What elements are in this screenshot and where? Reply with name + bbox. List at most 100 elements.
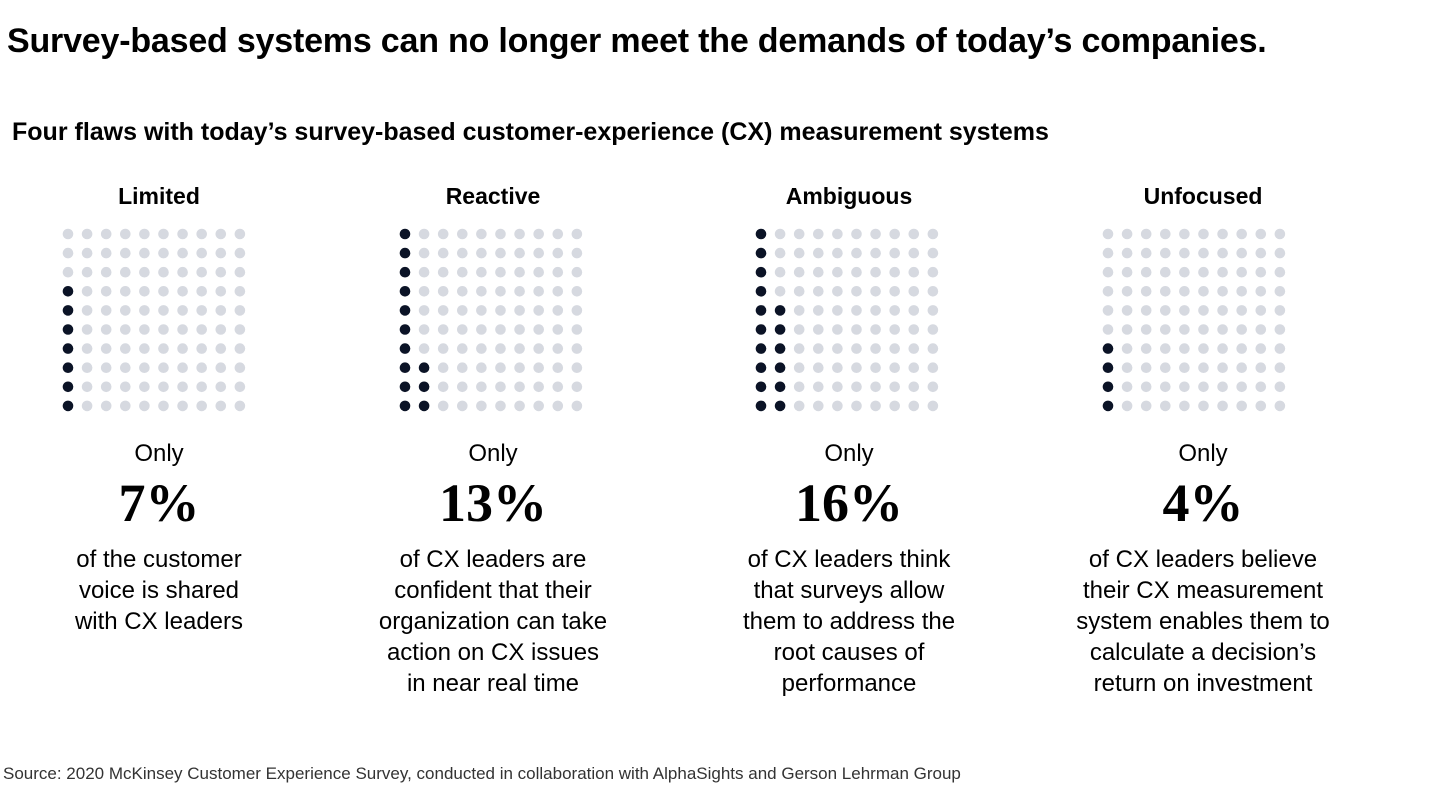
waffle-dot-empty — [552, 324, 564, 335]
waffle-dot-empty — [552, 362, 564, 373]
waffle-dot-empty — [927, 400, 939, 412]
waffle-dot-empty — [851, 343, 862, 354]
waffle-dot-empty — [514, 362, 525, 373]
waffle-dot-empty — [870, 305, 881, 316]
waffle-dot-empty — [495, 228, 506, 240]
waffle-dot-empty — [908, 324, 920, 335]
waffle-dot-filled — [62, 285, 74, 297]
waffle-dot-empty — [1274, 305, 1286, 316]
description-line: root causes of — [773, 639, 925, 666]
waffle-dot-filled — [774, 324, 786, 335]
waffle-dot-empty — [177, 285, 188, 297]
waffle-dot-empty — [1217, 381, 1228, 393]
waffle-dot-filled — [62, 343, 74, 354]
waffle-grid — [1102, 228, 1289, 412]
panel-heading: Limited — [118, 183, 200, 209]
waffle-dot-empty — [774, 266, 786, 278]
waffle-dot-filled — [755, 381, 767, 393]
waffle-dot-empty — [119, 247, 131, 259]
waffle-dot-empty — [851, 266, 862, 278]
waffle-dot-empty — [812, 247, 824, 259]
waffle-dot-empty — [1179, 362, 1190, 373]
panel-heading: Ambiguous — [785, 183, 913, 209]
waffle-dot-empty — [234, 285, 246, 297]
waffle-dot-empty — [476, 228, 487, 240]
waffle-dot-empty — [889, 324, 900, 335]
waffle-dot-empty — [119, 343, 131, 354]
waffle-dot-empty — [870, 381, 881, 393]
description-line: performance — [781, 670, 917, 697]
waffle-dot-empty — [812, 324, 824, 335]
waffle-dot-empty — [1255, 305, 1267, 316]
waffle-dot-filled — [755, 285, 767, 297]
waffle-dot-empty — [1236, 305, 1247, 316]
waffle-dot-empty — [158, 285, 169, 297]
waffle-dot-empty — [177, 266, 188, 278]
description-line: their CX measurement — [1082, 577, 1324, 604]
waffle-svg — [1102, 228, 1286, 412]
waffle-dot-filled — [418, 362, 430, 373]
waffle-dot-empty — [177, 400, 188, 412]
waffle-dot-empty — [1217, 247, 1228, 259]
waffle-dot-empty — [177, 228, 188, 240]
waffle-dot-empty — [476, 381, 487, 393]
waffle-dot-empty — [437, 266, 449, 278]
waffle-dot-empty — [1140, 228, 1152, 240]
waffle-dot-filled — [774, 381, 786, 393]
waffle-dot-filled — [62, 305, 74, 316]
waffle-dot-empty — [158, 305, 169, 316]
waffle-dot-empty — [870, 362, 881, 373]
waffle-dot-empty — [100, 400, 112, 412]
waffle-dot-empty — [139, 285, 150, 297]
waffle-dot-empty — [571, 324, 583, 335]
waffle-dot-empty — [552, 305, 564, 316]
waffle-dot-empty — [1255, 381, 1267, 393]
description-line: voice is shared — [78, 577, 240, 604]
waffle-dot-empty — [1179, 381, 1190, 393]
waffle-dot-empty — [851, 324, 862, 335]
waffle-dot-empty — [1159, 381, 1171, 393]
waffle-dot-empty — [927, 362, 939, 373]
waffle-dot-empty — [1121, 305, 1133, 316]
waffle-dot-filled — [1102, 362, 1114, 373]
waffle-dot-empty — [1274, 247, 1286, 259]
waffle-dot-empty — [832, 324, 843, 335]
waffle-dot-empty — [119, 285, 131, 297]
waffle-dot-empty — [571, 343, 583, 354]
waffle-dot-empty — [215, 400, 227, 412]
waffle-dot-empty — [832, 400, 843, 412]
waffle-dot-empty — [437, 247, 449, 259]
waffle-dot-empty — [1121, 362, 1133, 373]
waffle-dot-empty — [437, 228, 449, 240]
waffle-dot-empty — [81, 362, 93, 373]
percent-value: 7% — [118, 473, 200, 533]
waffle-dot-empty — [456, 324, 468, 335]
waffle-dot-empty — [1236, 400, 1247, 412]
waffle-dot-empty — [1274, 266, 1286, 278]
description: of CX leaders are confident that their o… — [333, 544, 653, 699]
description-line: that surveys allow — [753, 577, 945, 604]
waffle-dot-empty — [1274, 362, 1286, 373]
waffle-dot-empty — [1217, 362, 1228, 373]
waffle-dot-filled — [755, 362, 767, 373]
waffle-dot-empty — [1217, 400, 1228, 412]
waffle-dot-empty — [514, 285, 525, 297]
waffle-dot-empty — [1159, 285, 1171, 297]
waffle-dot-empty — [62, 247, 74, 259]
waffle-dot-empty — [889, 362, 900, 373]
waffle-dot-empty — [196, 305, 207, 316]
waffle-dot-empty — [1102, 247, 1114, 259]
waffle-dot-empty — [1159, 400, 1171, 412]
waffle-dot-empty — [1159, 266, 1171, 278]
waffle-dot-empty — [234, 228, 246, 240]
waffle-dot-empty — [177, 247, 188, 259]
waffle-dot-empty — [927, 266, 939, 278]
waffle-dot-empty — [495, 381, 506, 393]
waffle-dot-empty — [1102, 285, 1114, 297]
waffle-dot-empty — [81, 343, 93, 354]
waffle-dot-empty — [139, 343, 150, 354]
description-line: return on investment — [1093, 670, 1313, 697]
waffle-dot-empty — [418, 305, 430, 316]
waffle-dot-empty — [437, 343, 449, 354]
waffle-dot-empty — [870, 266, 881, 278]
